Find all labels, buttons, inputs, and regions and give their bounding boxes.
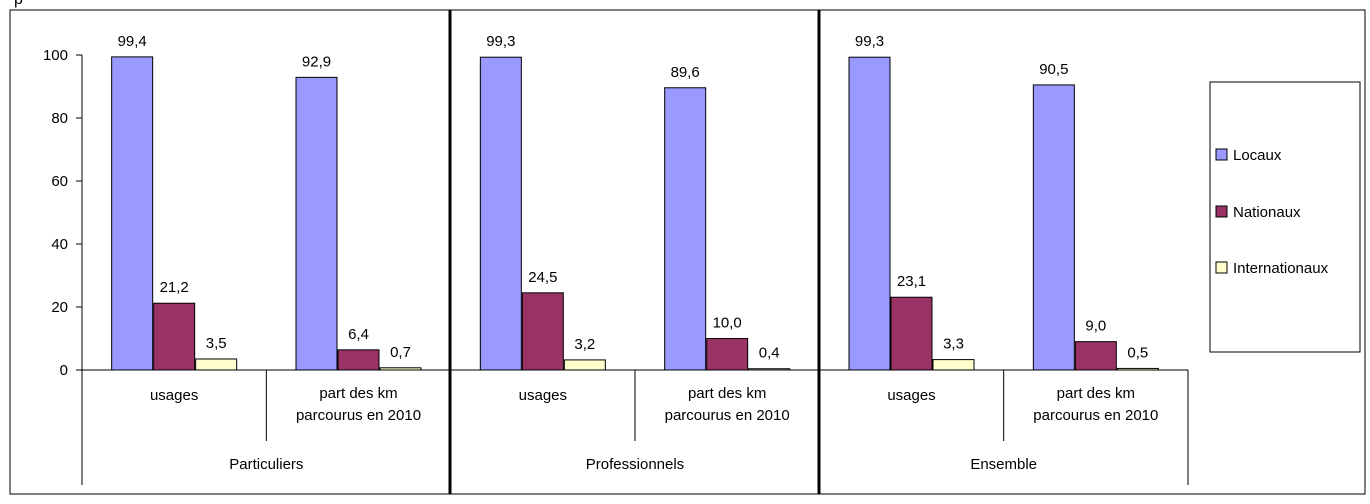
data-label: 3,3 [943, 336, 964, 353]
y-tick-label: 60 [51, 173, 68, 190]
x-category-label: part des km parcourus en 2010 [1033, 385, 1158, 424]
bar-internationaux [563, 359, 606, 371]
data-label: 10,0 [713, 315, 742, 332]
legend-box [1209, 81, 1361, 353]
data-label: 99,3 [855, 33, 884, 50]
x-category-label-line: part des km [319, 385, 397, 402]
bar-nationaux [1074, 341, 1117, 371]
x-group-label: Ensemble [970, 456, 1037, 473]
data-label: 0,5 [1127, 344, 1148, 361]
y-tick-label: 80 [51, 110, 68, 127]
bar-locaux [1032, 84, 1075, 371]
data-label: 9,0 [1085, 318, 1106, 335]
bar-locaux [479, 56, 522, 371]
legend-label: Locaux [1233, 147, 1282, 164]
data-label: 0,4 [759, 345, 780, 362]
data-label: 0,7 [390, 344, 411, 361]
data-label: 92,9 [302, 53, 331, 70]
x-category-label: part des km parcourus en 2010 [665, 385, 790, 424]
bar-internationaux [195, 358, 238, 371]
data-label: 23,1 [897, 273, 926, 290]
legend: Locaux Nationaux Internationaux [1209, 81, 1361, 353]
data-label: 6,4 [348, 326, 369, 343]
data-label: 99,3 [486, 33, 515, 50]
data-label: 3,2 [574, 336, 595, 353]
data-label: 3,5 [206, 335, 227, 352]
x-category-label-line: part des km [688, 385, 766, 402]
x-category-label: usages [887, 387, 935, 404]
legend-swatch [1215, 148, 1228, 161]
x-group-label: Professionnels [586, 456, 684, 473]
bar-nationaux [706, 338, 749, 371]
data-label: 89,6 [671, 64, 700, 81]
x-category-label: part des km parcourus en 2010 [296, 385, 421, 424]
data-labels: 99,4 21,2 3,5 92,9 6,4 0,7 99,3 24,5 3,2 89,6 10,0… [118, 33, 1149, 362]
bar-locaux [664, 87, 707, 371]
x-axis: usages part des km parcourus en 2010 usages… [81, 10, 1189, 494]
x-category-label-line: part des km [1057, 385, 1135, 402]
x-category-label-line: parcourus en 2010 [1033, 407, 1158, 424]
y-tick-label: 40 [51, 236, 68, 253]
corner-label: p [14, 0, 23, 9]
data-label: 99,4 [118, 33, 147, 50]
y-tick-label: 0 [60, 362, 68, 379]
y-axis: 0 20 40 60 80 100 [43, 47, 83, 379]
legend-swatch [1215, 205, 1228, 218]
data-label: 21,2 [160, 279, 189, 296]
x-category-label-line: parcourus en 2010 [296, 407, 421, 424]
data-label: 24,5 [528, 269, 557, 286]
bar-nationaux [337, 349, 380, 371]
x-category-label: usages [150, 387, 198, 404]
bar-nationaux [890, 296, 933, 371]
data-label: 90,5 [1039, 61, 1068, 78]
y-tick-label: 20 [51, 299, 68, 316]
bar-internationaux [932, 359, 975, 371]
x-category-label-line: parcourus en 2010 [665, 407, 790, 424]
x-group-label: Particuliers [229, 456, 303, 473]
bar-locaux [295, 76, 338, 371]
bar-locaux [848, 56, 891, 371]
bar-nationaux [521, 292, 564, 371]
legend-label: Nationaux [1233, 204, 1301, 221]
legend-label: Internationaux [1233, 260, 1329, 277]
bar-locaux [111, 56, 154, 371]
y-tick-label: 100 [43, 47, 68, 64]
legend-swatch [1215, 261, 1228, 274]
x-category-label: usages [519, 387, 567, 404]
bar-nationaux [153, 302, 196, 371]
